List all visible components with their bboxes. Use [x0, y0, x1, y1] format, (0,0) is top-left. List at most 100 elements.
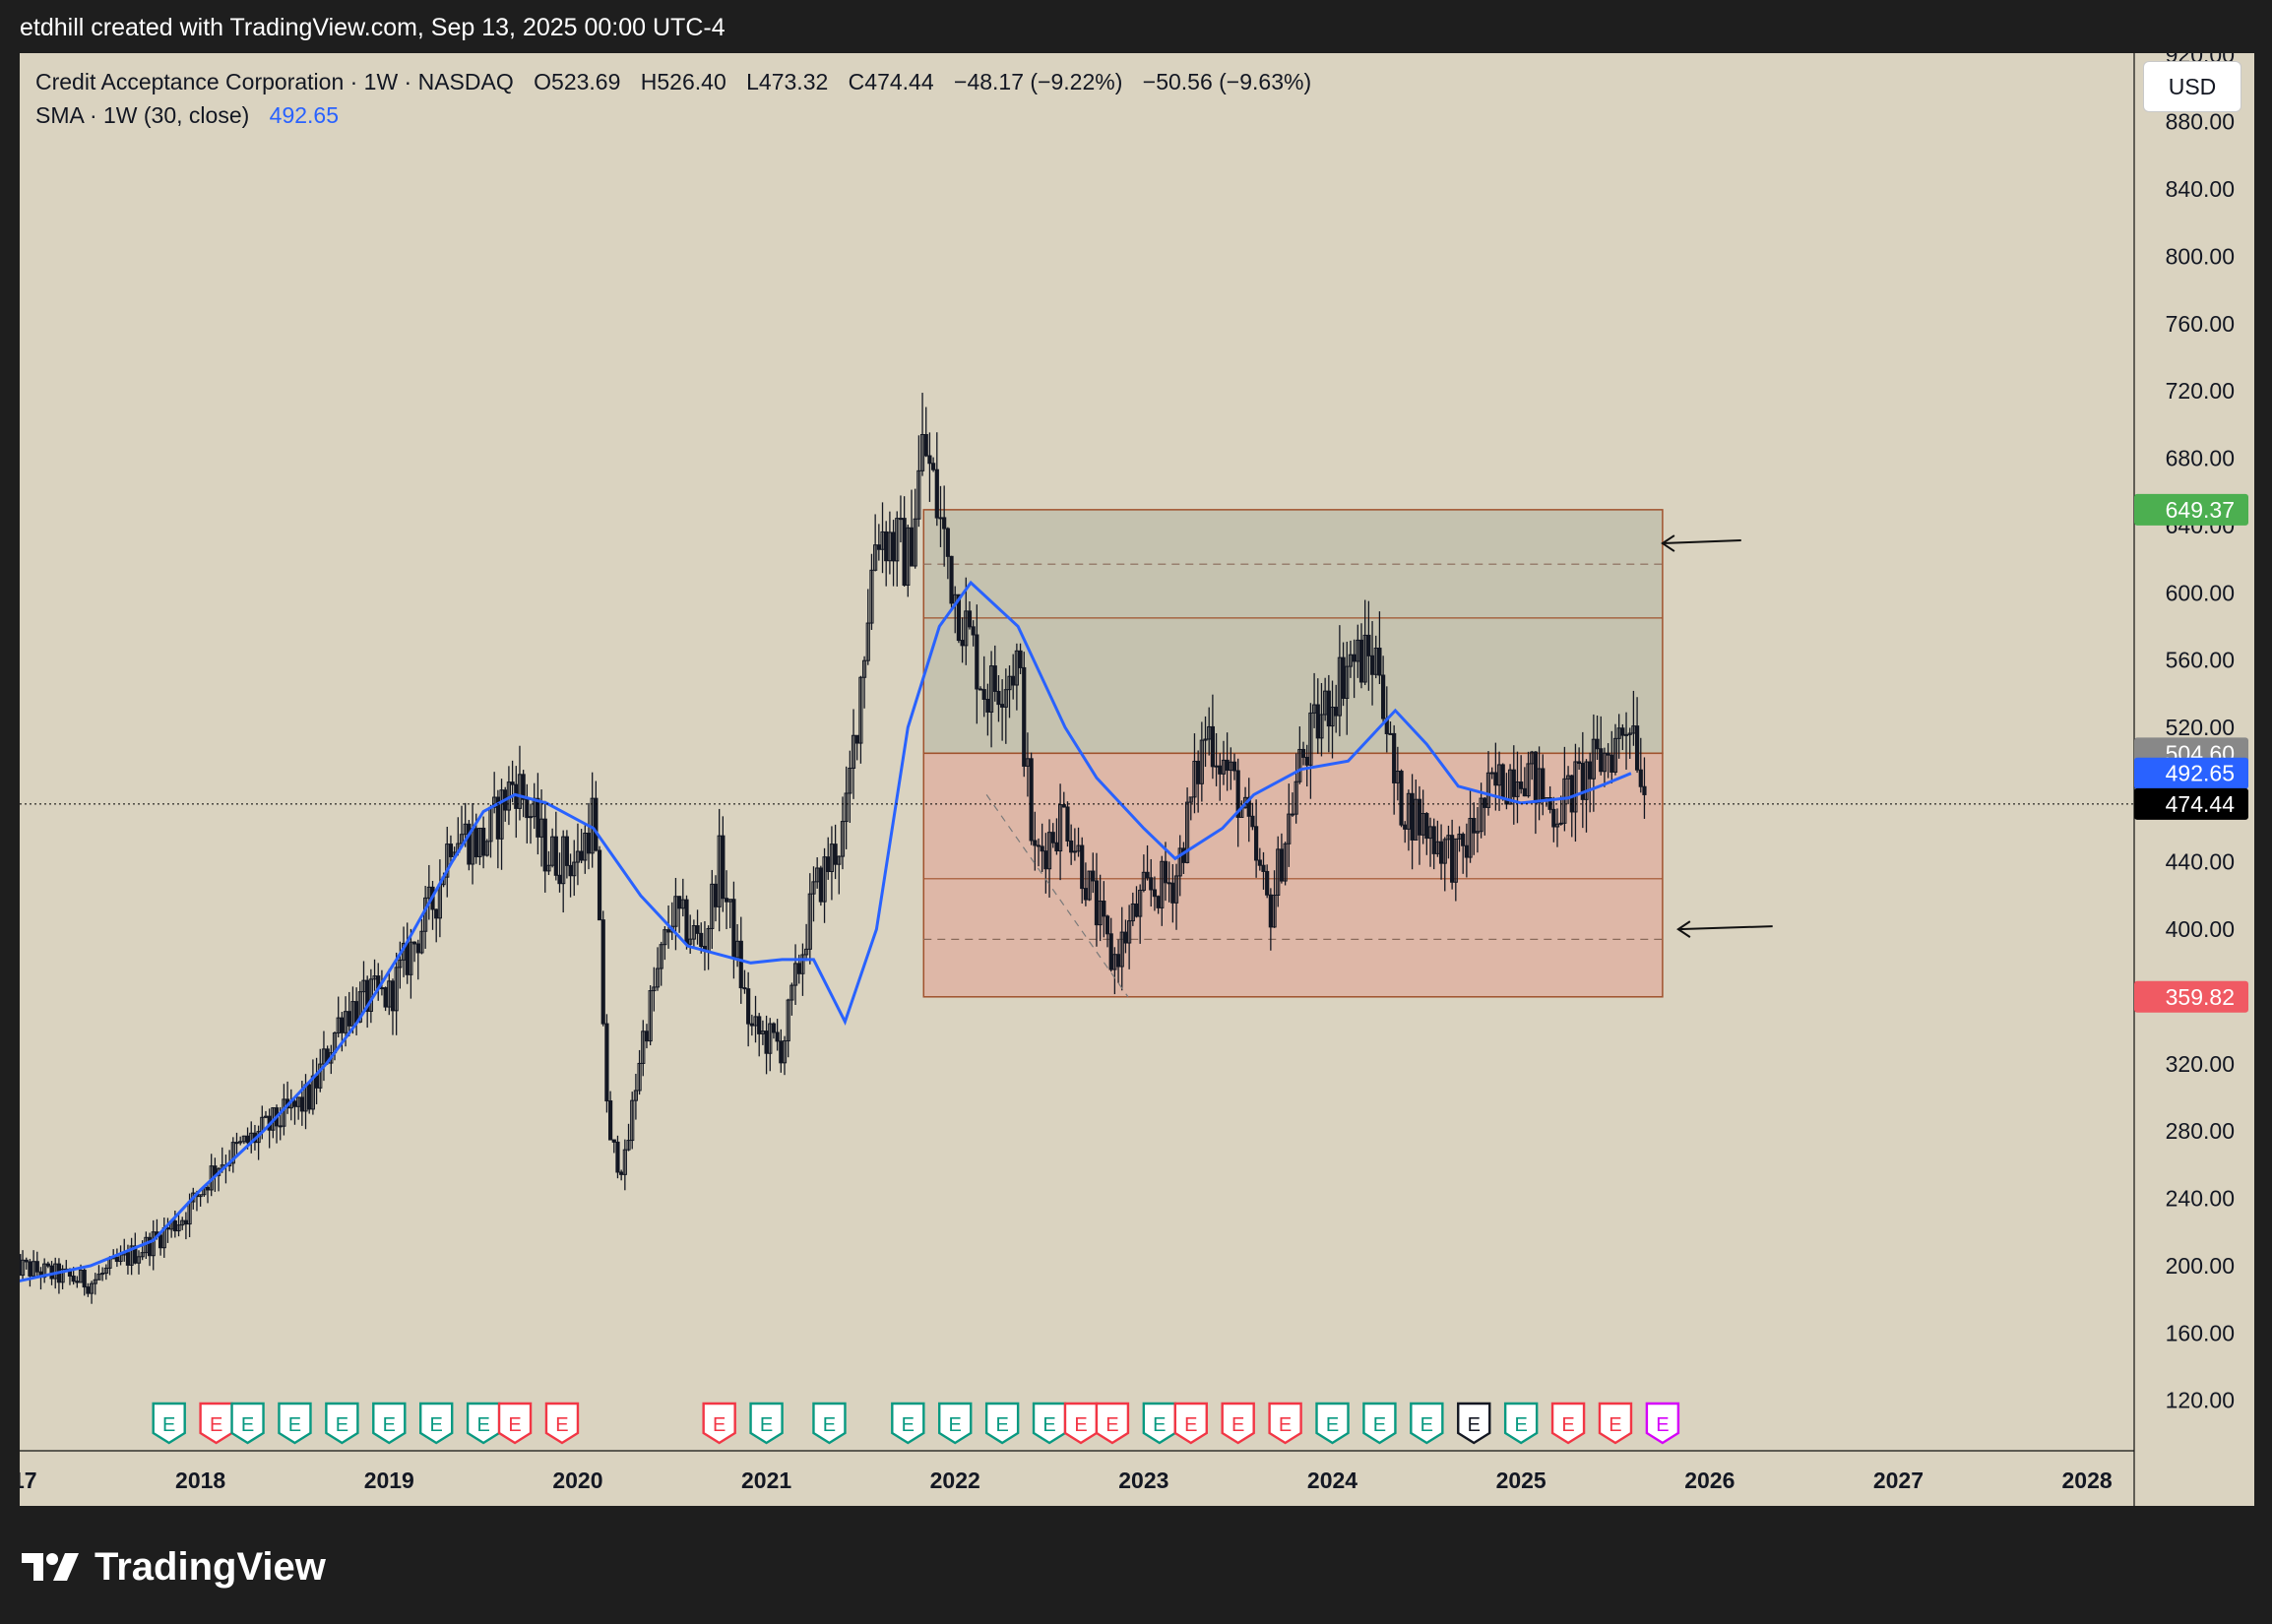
candle-body: [594, 797, 599, 851]
candle-body: [771, 1023, 777, 1033]
open-value: O523.69: [534, 69, 621, 94]
candle-body: [1054, 842, 1059, 852]
candle-body: [637, 1062, 642, 1092]
candle-body: [1591, 738, 1596, 780]
candle-body: [1522, 787, 1527, 797]
earnings-marker: [812, 1402, 847, 1445]
candle-body: [238, 1141, 243, 1144]
symbol-name[interactable]: Credit Acceptance Corporation · 1W · NAS…: [35, 69, 514, 94]
candle-body: [652, 986, 657, 992]
candle-body: [1173, 875, 1179, 904]
candle-body: [884, 531, 889, 562]
y-tick-label: 760.00: [2166, 311, 2235, 337]
candle-body: [75, 1280, 80, 1283]
earnings-marker-label: E: [1373, 1414, 1386, 1436]
candle-body: [786, 999, 790, 1042]
price-label-474.44: 474.44: [2166, 791, 2236, 817]
candle-body: [20, 1259, 26, 1277]
candle-body: [655, 968, 661, 988]
candle-body: [521, 774, 526, 800]
candle-body: [858, 676, 863, 744]
candle-body: [695, 925, 700, 934]
candle-body: [1250, 815, 1255, 828]
x-tick-label: 2022: [930, 1468, 980, 1493]
candle-body: [1485, 772, 1491, 808]
price-chart[interactable]: 120.00160.00200.00240.00280.00320.00360.…: [20, 53, 2254, 1506]
chart-panel[interactable]: 120.00160.00200.00240.00280.00320.00360.…: [20, 53, 2254, 1506]
earnings-marker-label: E: [902, 1414, 915, 1436]
candle-body: [1160, 860, 1165, 908]
candle-body: [1562, 778, 1567, 824]
candle-body: [934, 468, 939, 519]
candle-body: [82, 1270, 87, 1288]
candle-body: [383, 987, 388, 1008]
candle-body: [1334, 707, 1339, 717]
candle-body: [125, 1252, 131, 1266]
sma-legend[interactable]: SMA · 1W (30, close) 492.65: [35, 102, 352, 129]
candle-body: [1199, 739, 1204, 784]
candle-body: [822, 856, 827, 903]
earnings-marker-label: E: [288, 1414, 301, 1436]
candle-body: [782, 1040, 788, 1064]
candle-body: [1029, 758, 1034, 842]
candle-body: [24, 1259, 29, 1263]
earnings-marker: [1063, 1402, 1099, 1445]
price-label-box: [2134, 493, 2248, 526]
earnings-marker-label: E: [430, 1414, 443, 1436]
candle-body: [796, 963, 801, 974]
candle-body: [96, 1274, 101, 1280]
candle-body: [1123, 931, 1128, 944]
candle-body: [960, 640, 965, 647]
earnings-marker: [1598, 1402, 1633, 1445]
candle-body: [927, 455, 932, 465]
candle-body: [1620, 727, 1625, 736]
candle-body: [1046, 832, 1052, 870]
candle-body: [1304, 756, 1309, 766]
candle-body: [764, 1031, 769, 1054]
candle-body: [1606, 752, 1610, 756]
candle-body: [45, 1263, 50, 1267]
candle-body: [172, 1220, 177, 1232]
earnings-marker: [938, 1402, 973, 1445]
candle-body: [1468, 818, 1473, 858]
candle-body: [861, 659, 867, 678]
x-tick-label: 2021: [741, 1468, 791, 1493]
candle-body: [1345, 665, 1350, 699]
candle-body: [699, 932, 704, 948]
earnings-marker-label: E: [1609, 1414, 1621, 1436]
candle-body: [245, 1135, 250, 1144]
x-tick-label: 2018: [175, 1468, 225, 1493]
earnings-marker: [984, 1402, 1020, 1445]
candle-body: [1609, 754, 1614, 773]
candle-body: [1087, 870, 1092, 901]
earnings-marker-label: E: [1105, 1414, 1118, 1436]
candle-body: [1141, 871, 1146, 891]
currency-button[interactable]: USD: [2143, 61, 2241, 112]
candle-body: [133, 1245, 138, 1264]
candle-body: [1308, 712, 1313, 766]
earnings-marker: [1503, 1402, 1539, 1445]
candle-body: [1018, 650, 1023, 668]
candle-body: [354, 1001, 359, 1023]
sma-line: [20, 580, 1632, 1282]
candle-body: [1493, 772, 1498, 786]
candle-body: [1050, 832, 1055, 843]
candle-body: [869, 569, 874, 624]
candle-body: [398, 959, 403, 968]
y-tick-label: 600.00: [2166, 580, 2235, 605]
earnings-marker-label: E: [760, 1414, 773, 1436]
candle-body: [1438, 841, 1444, 864]
candle-body: [1102, 901, 1106, 917]
candle-body: [1533, 751, 1538, 804]
candle-body: [1022, 666, 1027, 767]
candle-body: [1352, 654, 1357, 662]
candle-body: [1000, 704, 1005, 708]
trend-dash-line: [985, 794, 1129, 998]
candle-body: [579, 850, 584, 861]
candle-body: [1287, 813, 1292, 844]
candle-body: [1358, 639, 1364, 683]
candle-body: [1326, 690, 1331, 727]
y-tick-label: 240.00: [2166, 1186, 2235, 1212]
candle-body: [644, 1031, 650, 1042]
candle-body: [71, 1275, 76, 1282]
